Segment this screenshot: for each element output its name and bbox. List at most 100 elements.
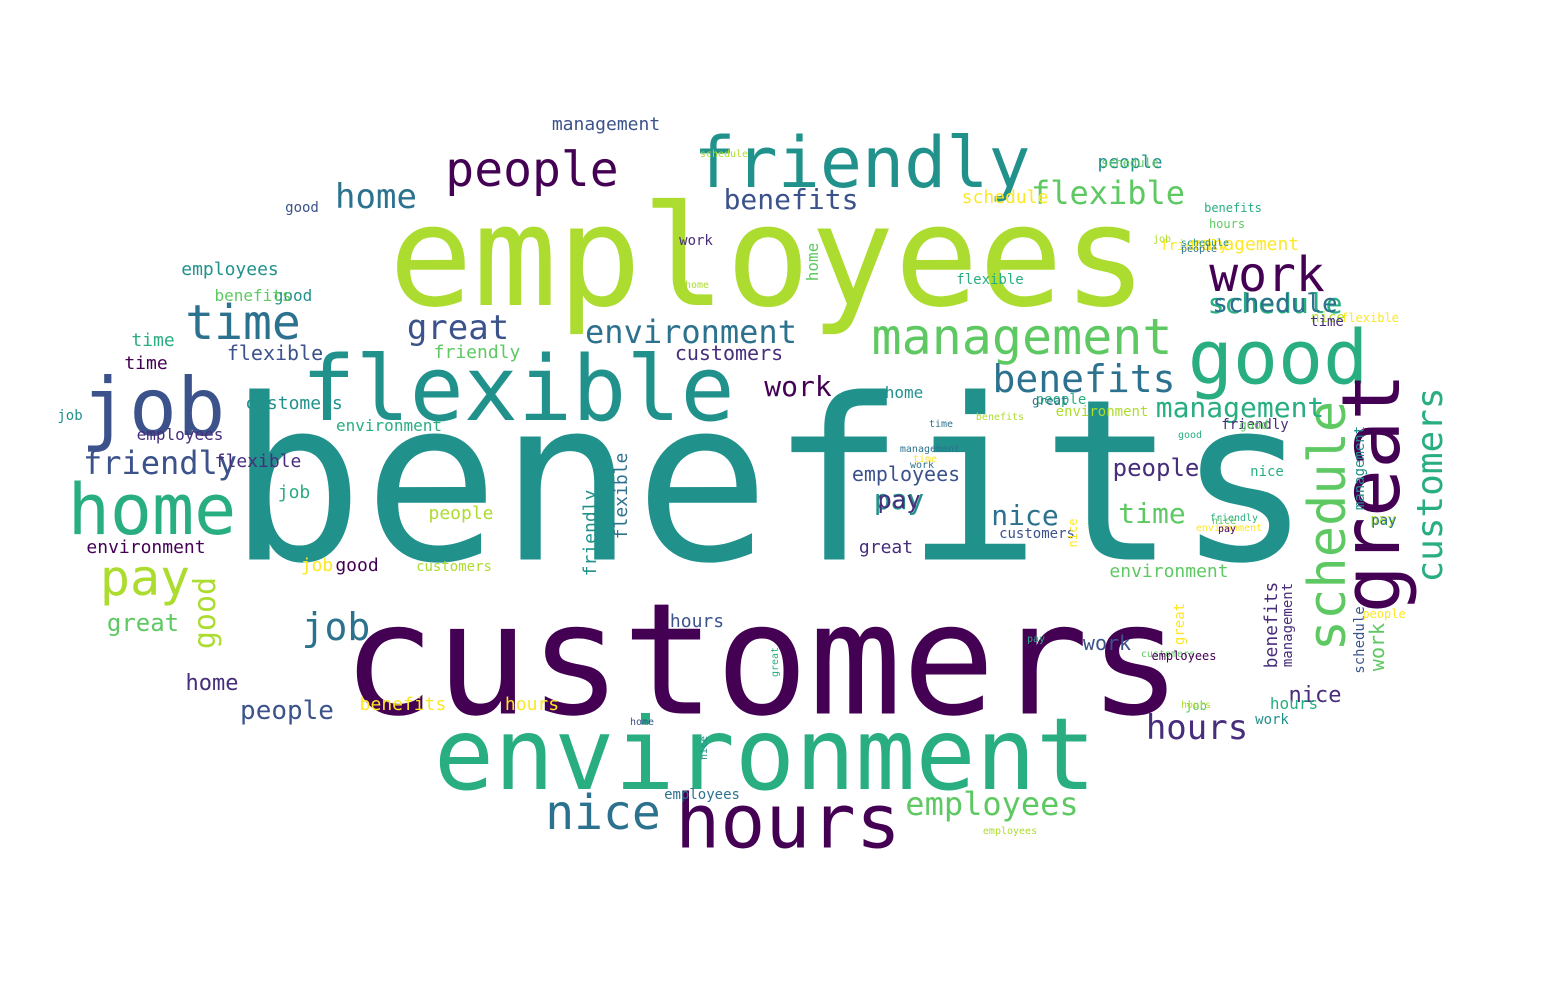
- word-pay: pay: [877, 486, 921, 514]
- word-benefits: benefits: [1261, 581, 1282, 669]
- word-employees: employees: [136, 425, 224, 444]
- word-nice: nice: [1288, 683, 1342, 708]
- word-nice: nice: [1066, 518, 1080, 548]
- word-customers: customers: [1410, 387, 1451, 583]
- word-environment: environment: [336, 416, 442, 435]
- word-management: management: [899, 444, 961, 455]
- word-benefits: benefits: [1204, 201, 1262, 215]
- word-time: time: [912, 454, 938, 465]
- word-hours: hours: [1208, 217, 1246, 231]
- word-nice: nice: [1311, 310, 1345, 326]
- word-flexible: flexible: [214, 451, 302, 472]
- word-great: great: [106, 609, 180, 637]
- word-environment: environment: [585, 313, 797, 351]
- word-work: work: [909, 460, 935, 471]
- word-flexible: flexible: [956, 272, 1024, 288]
- word-good: good: [1177, 430, 1203, 441]
- word-flexible: flexible: [1341, 311, 1399, 325]
- word-employees: employees: [851, 462, 961, 486]
- word-good: good: [273, 286, 313, 305]
- word-employees: employees: [181, 259, 279, 280]
- word-pay: pay: [1026, 634, 1046, 645]
- word-friendly: friendly: [580, 489, 601, 577]
- word-hours: hours: [1269, 694, 1319, 713]
- word-great: great: [858, 537, 914, 558]
- word-great: great: [1031, 394, 1069, 408]
- word-work: work: [1209, 247, 1325, 303]
- word-hours: hours: [1180, 700, 1212, 711]
- word-management: management: [551, 114, 661, 135]
- word-good: good: [1239, 418, 1269, 432]
- word-work: work: [679, 233, 713, 249]
- word-friendly: friendly: [1209, 513, 1259, 524]
- word-pay: pay: [1371, 513, 1397, 529]
- word-job: job: [301, 605, 371, 649]
- word-environment: environment: [1055, 404, 1149, 420]
- word-job: job: [1185, 699, 1207, 713]
- word-schedule: schedule: [961, 187, 1049, 208]
- word-employees: employees: [905, 785, 1079, 823]
- word-great: great: [406, 308, 510, 348]
- word-management: management: [1155, 391, 1325, 424]
- word-good: good: [285, 200, 319, 216]
- word-benefits: benefits: [228, 351, 1312, 614]
- word-customers: customers: [245, 393, 343, 414]
- word-nice: nice: [1211, 516, 1237, 527]
- word-work: work: [1365, 622, 1389, 672]
- word-friendly: friendly: [1221, 417, 1289, 433]
- word-schedule: schedule: [1212, 289, 1338, 319]
- word-flexible: flexible: [1030, 174, 1186, 212]
- word-benefits: benefits: [359, 694, 447, 715]
- word-work: work: [1082, 631, 1132, 655]
- word-home: home: [185, 671, 239, 696]
- word-management: management: [1352, 425, 1368, 511]
- word-job: job: [300, 555, 334, 576]
- word-time: time: [1118, 497, 1186, 530]
- word-hours: hours: [504, 694, 560, 715]
- word-schedule: schedule: [1101, 156, 1159, 170]
- word-home: home: [335, 177, 417, 217]
- word-hours: hours: [675, 777, 901, 866]
- word-environment: environment: [1195, 523, 1263, 534]
- word-home: home: [884, 383, 924, 402]
- word-people: people: [1035, 392, 1087, 408]
- word-employees: employees: [388, 176, 1148, 339]
- word-nice: nice: [1250, 464, 1284, 480]
- word-time: time: [124, 353, 168, 374]
- word-customers: customers: [342, 569, 1182, 751]
- word-job: job: [80, 361, 226, 454]
- word-work: work: [764, 370, 832, 403]
- word-customers: customers: [416, 559, 492, 575]
- word-work: work: [1255, 712, 1289, 728]
- word-management: management: [871, 308, 1173, 366]
- word-flexible: flexible: [226, 341, 324, 365]
- word-management: management: [1280, 582, 1296, 668]
- word-hours: hours: [1145, 708, 1249, 748]
- word-benefits: benefits: [975, 412, 1025, 423]
- word-people: people: [240, 696, 334, 726]
- word-people: people: [1112, 454, 1200, 482]
- word-good: good: [1187, 313, 1369, 402]
- word-great: great: [770, 646, 781, 678]
- word-employees: employees: [982, 826, 1038, 837]
- word-benefits: benefits: [214, 286, 292, 305]
- word-pay: pay: [873, 483, 925, 516]
- word-benefits: benefits: [992, 357, 1176, 401]
- word-nice: nice: [545, 785, 661, 841]
- word-good: good: [188, 576, 223, 650]
- word-nice: nice: [991, 499, 1059, 532]
- word-job: job: [57, 408, 83, 424]
- word-flexible: flexible: [301, 337, 735, 442]
- word-friendly: friendly: [693, 122, 1031, 204]
- word-home: home: [684, 280, 710, 291]
- word-time: time: [1310, 314, 1344, 330]
- word-pay: pay: [1217, 524, 1237, 535]
- word-people: people: [1362, 607, 1406, 621]
- word-schedule: schedule: [699, 149, 749, 160]
- word-great: great: [1172, 602, 1188, 646]
- word-environment: environment: [86, 537, 206, 558]
- word-pay: pay: [99, 549, 191, 607]
- word-people: people: [428, 503, 494, 524]
- word-customers: customers: [999, 526, 1075, 542]
- word-customers: customers: [674, 341, 784, 365]
